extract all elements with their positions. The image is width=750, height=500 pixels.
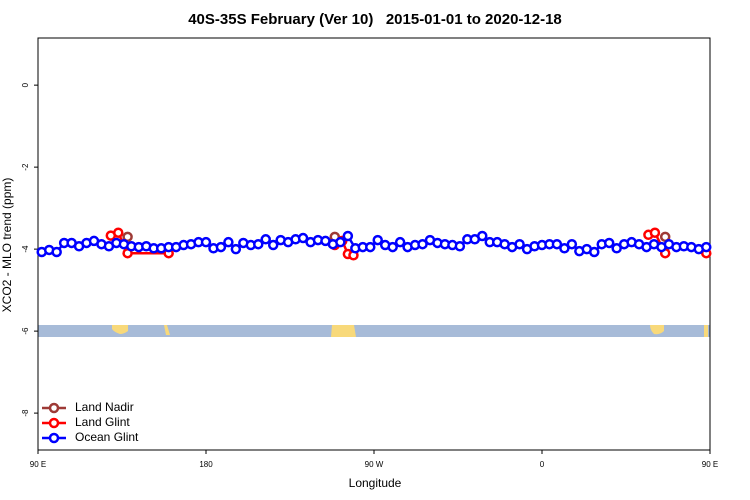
chart-title: 40S-35S February (Ver 10) 2015-01-01 to … xyxy=(188,11,562,28)
y-tick-label: -4 xyxy=(21,245,30,253)
y-tick-label: -8 xyxy=(21,409,30,417)
land-blob xyxy=(112,325,128,334)
point xyxy=(589,246,600,258)
x-axis-label: Longitude xyxy=(349,476,402,490)
point xyxy=(649,227,661,238)
legend-label: Land Glint xyxy=(75,415,130,429)
point xyxy=(551,238,563,250)
x-tick-label: 0 xyxy=(540,460,545,469)
land-blob xyxy=(331,325,356,337)
y-tick-label: -6 xyxy=(21,327,30,335)
series xyxy=(36,230,712,258)
point xyxy=(566,238,578,250)
point xyxy=(372,234,383,246)
x-tick-label: 180 xyxy=(199,460,213,469)
legend-label: Land Nadir xyxy=(75,400,134,414)
legend-marker xyxy=(48,432,60,444)
point xyxy=(603,237,615,249)
point xyxy=(230,243,242,255)
point xyxy=(51,246,62,258)
point xyxy=(417,238,428,250)
y-tick-label: 0 xyxy=(21,82,30,87)
land-blob xyxy=(164,325,170,335)
map-strip xyxy=(38,325,710,337)
point xyxy=(387,241,398,253)
y-axis-label: XCO2 - MLO trend (ppm) xyxy=(0,178,14,313)
point xyxy=(215,241,227,253)
point xyxy=(113,227,124,238)
x-tick-label: 90 W xyxy=(365,460,384,469)
legend-marker xyxy=(48,417,60,429)
point xyxy=(394,236,406,248)
x-tick-label: 90 E xyxy=(702,460,718,469)
point xyxy=(611,243,622,254)
ocean-strip xyxy=(38,325,710,337)
point xyxy=(200,236,212,248)
x-tick-label: 90 E xyxy=(30,460,46,469)
point xyxy=(267,239,279,251)
land-blob xyxy=(704,325,708,337)
point xyxy=(559,243,570,254)
point xyxy=(514,238,525,250)
y-tick-label: -2 xyxy=(21,163,30,171)
point xyxy=(365,241,376,253)
legend-marker xyxy=(48,402,60,414)
point xyxy=(701,241,712,253)
point xyxy=(335,236,346,248)
point xyxy=(342,230,354,242)
point xyxy=(297,232,309,244)
point xyxy=(253,238,264,250)
point xyxy=(260,234,271,245)
point xyxy=(223,236,234,248)
point xyxy=(454,241,466,252)
point xyxy=(477,230,488,242)
legend-label: Ocean Glint xyxy=(75,430,139,444)
land-blob xyxy=(650,325,664,335)
